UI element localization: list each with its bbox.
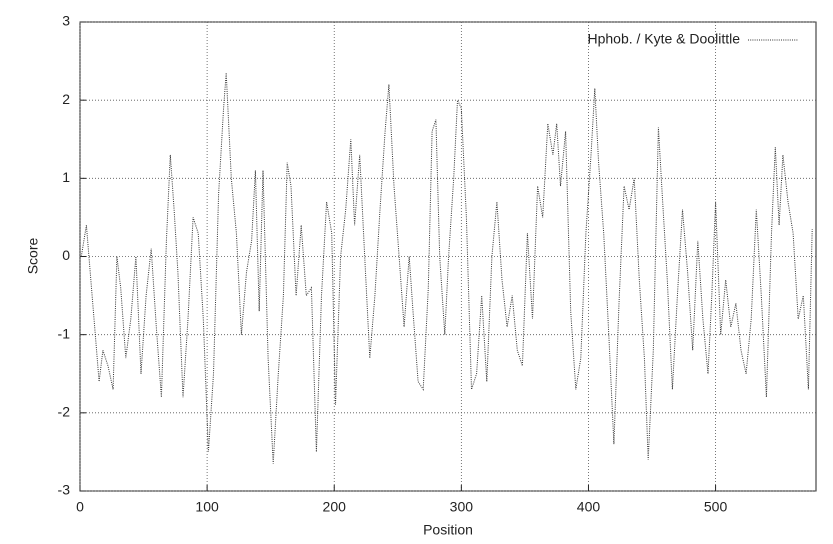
x-tick-label: 500 — [704, 499, 728, 515]
x-axis-label: Position — [423, 522, 473, 538]
y-tick-label: 2 — [62, 91, 70, 107]
y-tick-label: 3 — [62, 13, 70, 29]
y-tick-label: -3 — [58, 482, 71, 498]
y-tick-label: -2 — [58, 404, 71, 420]
x-tick-label: 300 — [450, 499, 474, 515]
x-tick-label: 100 — [195, 499, 219, 515]
x-tick-label: 400 — [577, 499, 601, 515]
y-tick-label: 0 — [62, 247, 70, 263]
y-tick-label: 1 — [62, 169, 70, 185]
plot-frame — [79, 21, 817, 492]
data-line — [80, 72, 813, 464]
y-axis-label: Score — [25, 238, 41, 275]
x-tick-label: 200 — [323, 499, 347, 515]
x-tick-label: 0 — [76, 499, 84, 515]
legend-label: Hphob. / Kyte & Doolittle — [587, 31, 740, 47]
y-tick-label: -1 — [58, 325, 71, 341]
